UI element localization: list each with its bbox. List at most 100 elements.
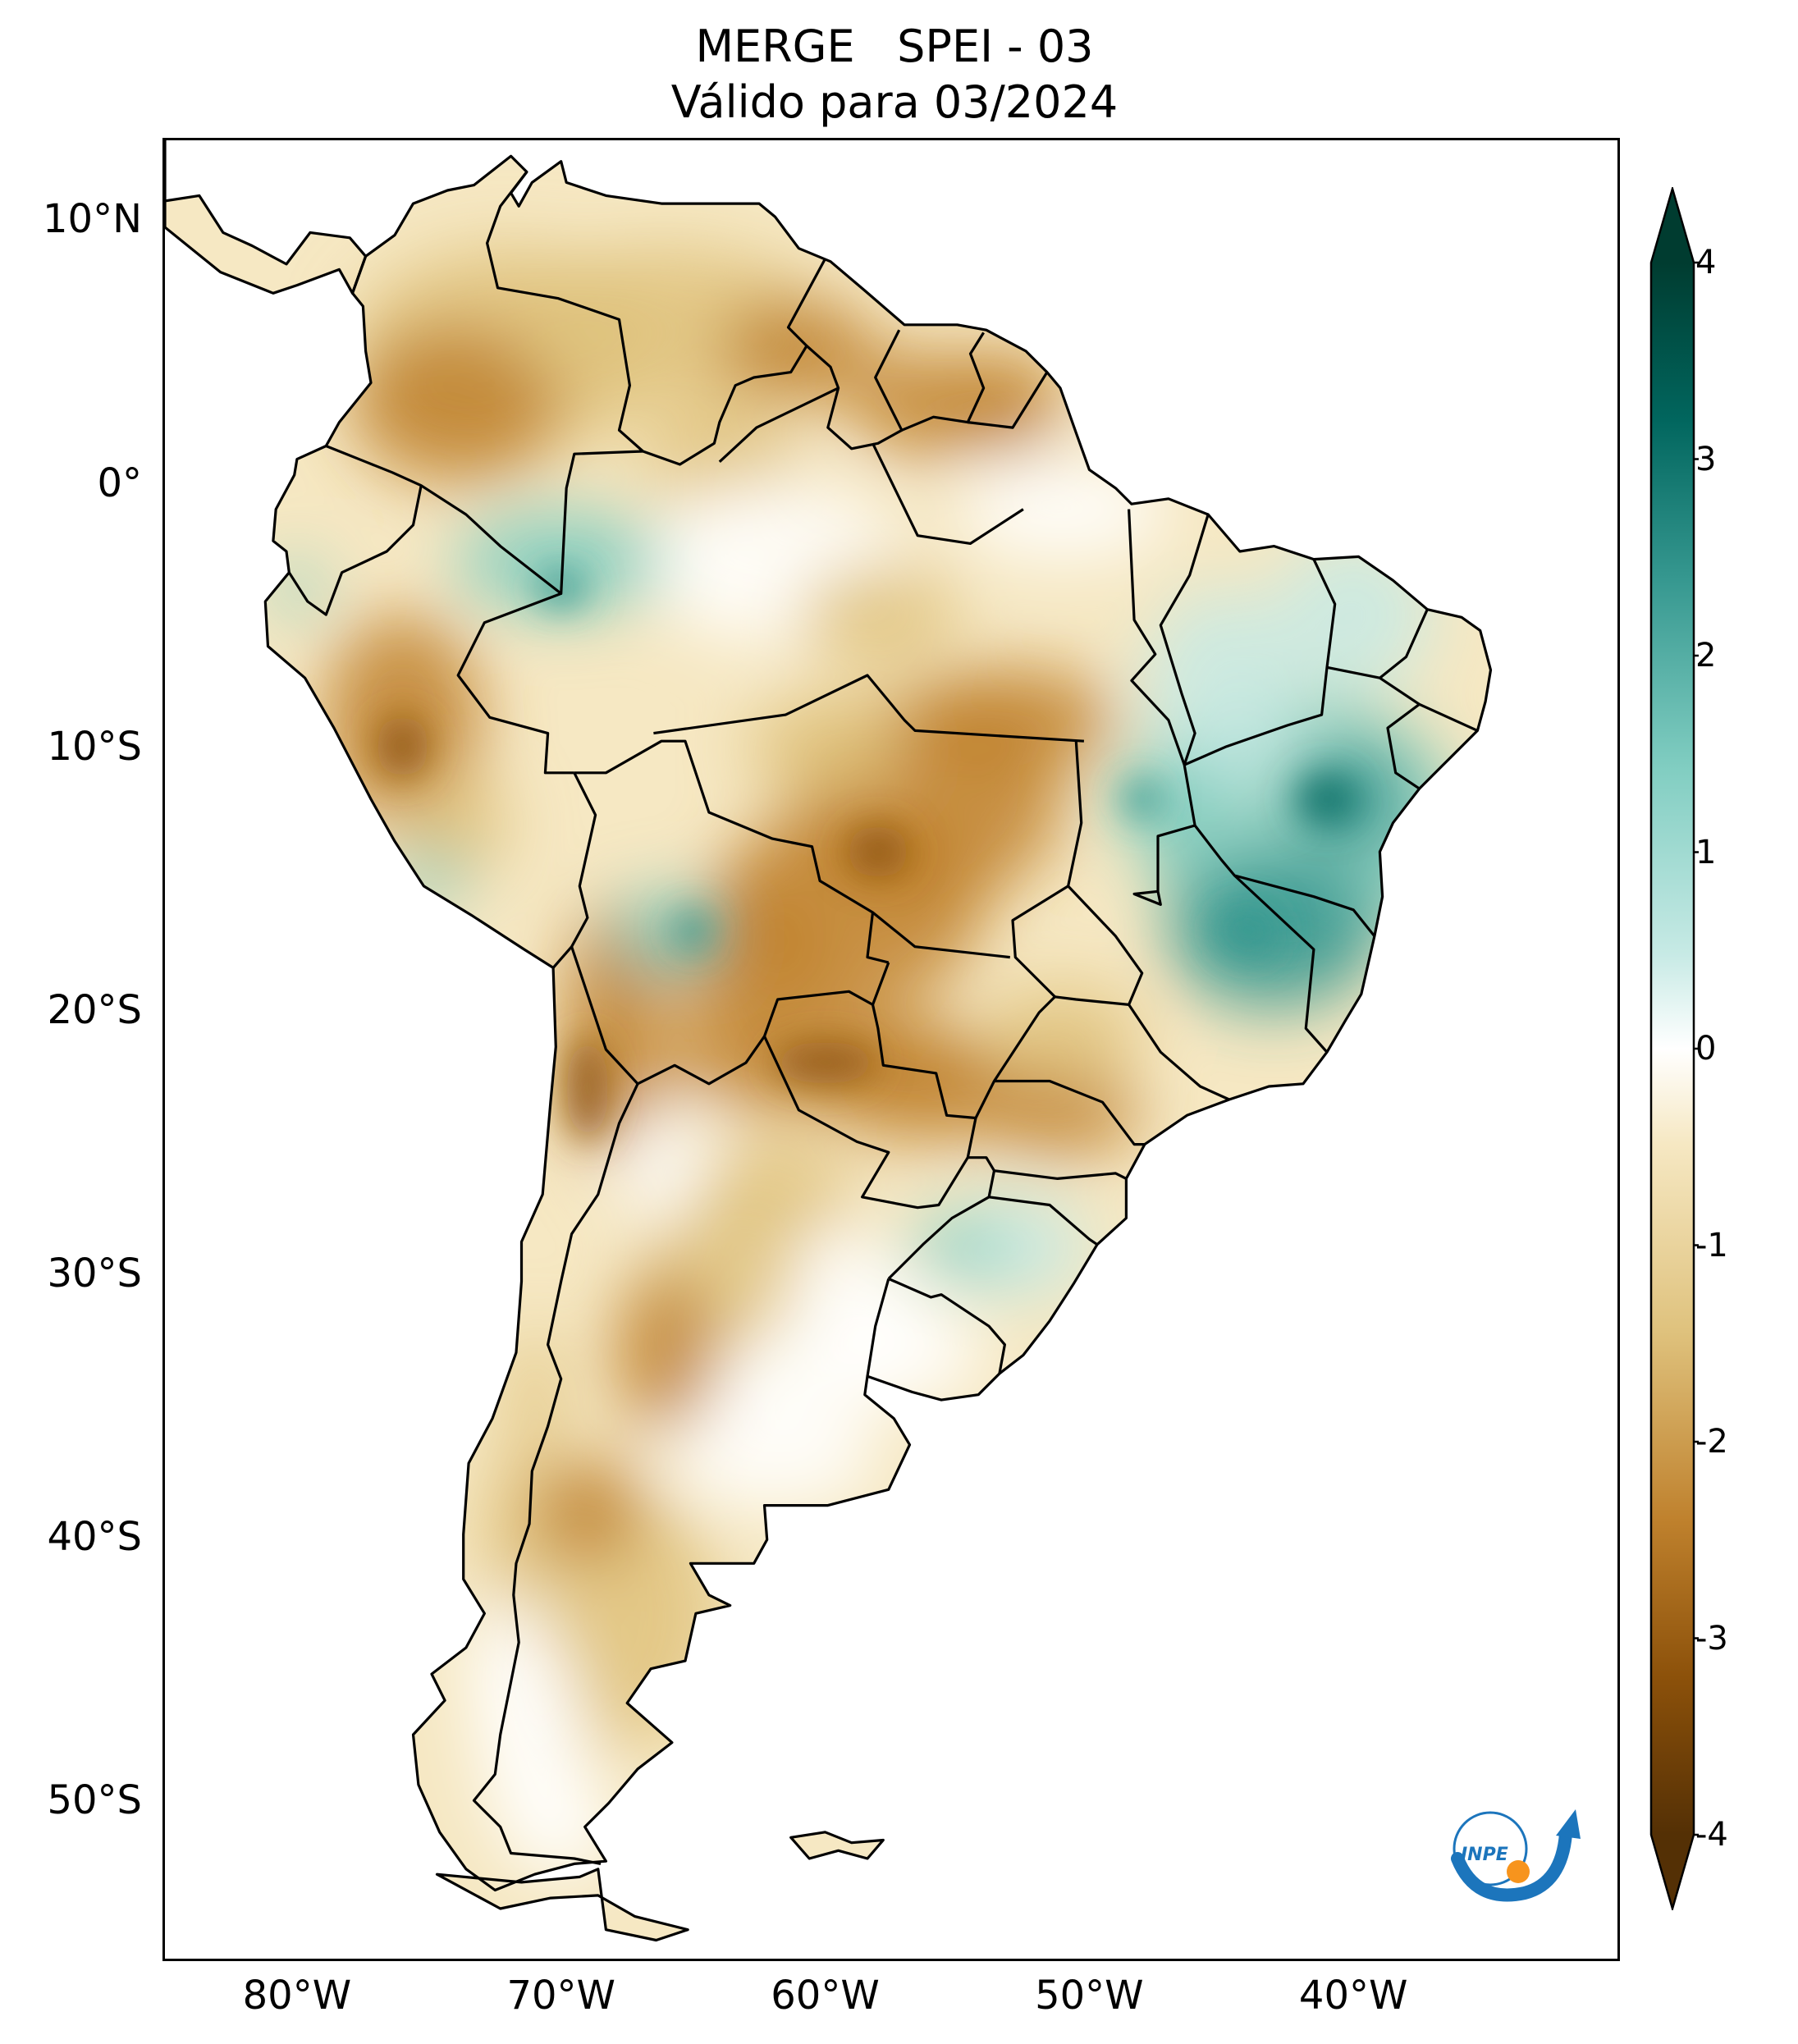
border-line [1055, 885, 1144, 1006]
colorbar-tick-label-3: 3 [1695, 440, 1717, 478]
spei-patch [508, 1774, 615, 1880]
map-title-line-2: Válido para 03/2024 [670, 76, 1119, 128]
lat-label-50s: 50°S [47, 1777, 142, 1824]
logo-swoosh-icon [1451, 1827, 1572, 1902]
border-line [805, 329, 904, 450]
colorbar-tick-label-neg1: -1 [1695, 1226, 1728, 1264]
border-line [486, 171, 644, 453]
border-line [570, 946, 639, 1085]
spei-patch [719, 298, 878, 405]
spei-patch [693, 1141, 852, 1247]
spei-patch [1215, 904, 1280, 958]
spei-patch [983, 1076, 1142, 1155]
border-line [1159, 514, 1210, 766]
colorbar [1649, 187, 1699, 1910]
spei-patch [825, 1036, 1036, 1142]
border-line [1233, 874, 1329, 1054]
spei-patch [1295, 772, 1359, 826]
spei-patch [957, 351, 1064, 457]
border-line [574, 739, 890, 964]
border-line [456, 592, 574, 775]
spei-patch [389, 852, 469, 905]
border-line [642, 258, 826, 466]
logo-arrow-icon [1556, 1809, 1581, 1839]
border-line [551, 772, 597, 969]
lat-label-0: 0° [97, 460, 142, 506]
lon-label-70w: 70°W [506, 1973, 615, 2019]
colorbar-tick-label-neg4: -4 [1695, 1816, 1728, 1854]
border-line [988, 1196, 1098, 1246]
border-line [994, 1169, 1128, 1180]
map-title-line-1: MERGE SPEI - 03 [695, 21, 1094, 72]
spei-patch [455, 509, 667, 615]
coastline [263, 154, 1493, 1892]
border-line [974, 995, 1056, 1119]
border-line [287, 485, 423, 616]
colorbar-tick-label-2: 2 [1695, 637, 1717, 674]
lon-label-60w: 60°W [771, 1973, 880, 2019]
border-line [1183, 558, 1337, 766]
inpe-logo: INPE [1451, 1809, 1581, 1902]
border-line [325, 445, 643, 595]
country-borders [165, 140, 1493, 1942]
spei-patch [566, 1036, 609, 1142]
border-line [901, 332, 986, 432]
lat-label-10n: 10°N [43, 196, 142, 243]
border-line [1386, 703, 1421, 790]
spei-field [165, 140, 1491, 1941]
spei-patch [376, 715, 429, 779]
lon-label-80w: 80°W [242, 1973, 352, 2019]
border-line [1011, 741, 1083, 998]
border-line [872, 442, 1024, 545]
spei-patch [1274, 535, 1433, 694]
spei-patch [825, 1300, 984, 1406]
border-line [763, 1036, 969, 1209]
spei-patch [671, 909, 715, 953]
colorbar-tick-label-neg2: -2 [1695, 1423, 1728, 1461]
border-line [718, 386, 840, 463]
logo-sun-icon [1507, 1860, 1530, 1883]
spei-patch [614, 1115, 720, 1221]
spei-patch [482, 1457, 535, 1616]
spei-patch [640, 404, 799, 510]
colorbar-tick-label-1: 1 [1695, 833, 1717, 871]
spei-patch [1121, 778, 1164, 821]
spei-patch [798, 561, 958, 668]
spei-patch [508, 1326, 561, 1484]
lat-label-30s: 30°S [47, 1250, 142, 1296]
border-line [1128, 509, 1196, 906]
spei-patch [350, 324, 561, 483]
spei-map [165, 140, 1493, 1942]
spei-patch [772, 1041, 878, 1084]
coastline [435, 1868, 689, 1942]
border-line [866, 1278, 890, 1377]
coastline [789, 1831, 885, 1860]
map-panel [162, 138, 1620, 1961]
logo-orbit-ring [1453, 1811, 1528, 1886]
lat-label-40s: 40°S [47, 1514, 142, 1561]
border-line [1193, 825, 1376, 937]
spei-patch [469, 1563, 548, 1775]
border-line [472, 1083, 639, 1865]
border-line [888, 1277, 1006, 1374]
logo-wordmark: INPE [1461, 1845, 1508, 1865]
colorbar-tick-label-0: 0 [1695, 1030, 1717, 1068]
colorbar-gradient [1651, 263, 1694, 1835]
spei-patch [846, 825, 910, 879]
border-line [872, 911, 1010, 959]
spei-patch [534, 1457, 641, 1564]
spei-patch [614, 1273, 720, 1432]
colorbar-extend-max [1651, 189, 1694, 263]
border-line [994, 1079, 1145, 1146]
border-line [1128, 1004, 1230, 1101]
spei-patch [402, 772, 509, 879]
border-line [1326, 609, 1429, 679]
colorbar-ticks [1694, 261, 1699, 1836]
spei-patch [746, 693, 904, 799]
spei-patch [904, 1220, 1010, 1273]
spei-patch [983, 983, 1142, 1090]
spei-anomaly-patches-fine [376, 567, 1359, 1142]
coastline [165, 140, 368, 295]
spei-patch [666, 1405, 878, 1511]
spei-anomaly-patches [270, 245, 1459, 1880]
